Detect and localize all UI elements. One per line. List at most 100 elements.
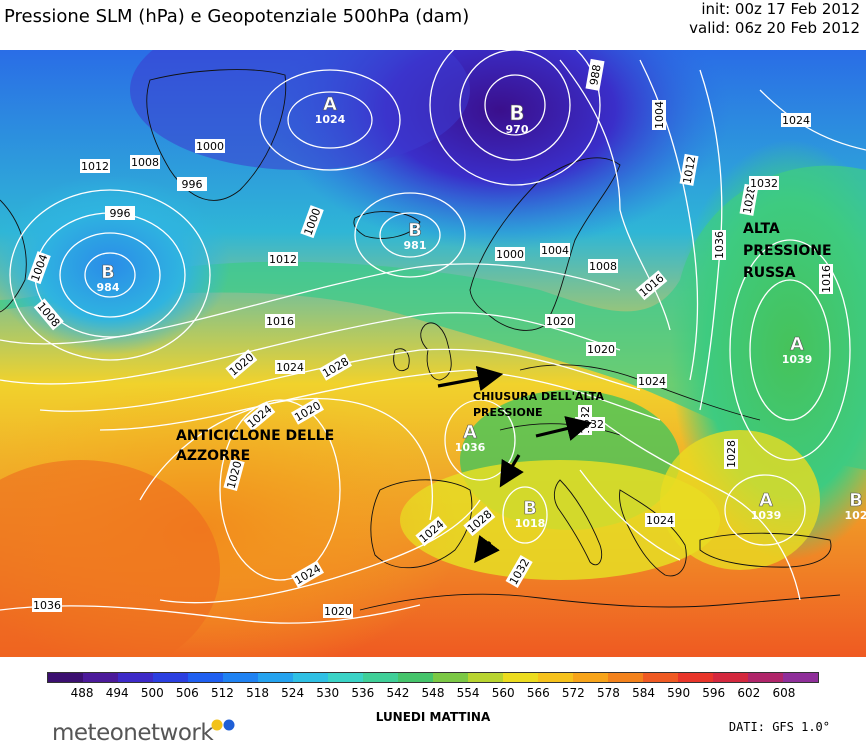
isobar-label-text: 1012 <box>269 253 297 266</box>
annotation-russia-line1: ALTA <box>743 221 780 237</box>
isobar-label: 1004 <box>540 243 570 257</box>
isobar-label-text: 1008 <box>131 156 159 169</box>
pressure-center-value: 970 <box>506 123 529 136</box>
isobar-label: 1024 <box>637 374 667 388</box>
scale-tick-label: 536 <box>351 686 375 700</box>
isobar-label-text: 1004 <box>541 244 569 257</box>
isobar-label-text: 1020 <box>587 343 615 356</box>
annotation-russia: ALTA PRESSIONE RUSSA <box>743 221 836 281</box>
isobar-label-text: 1008 <box>589 260 617 273</box>
isobar-label-text: 1024 <box>782 114 810 127</box>
pressure-center-value: 1039 <box>751 509 782 522</box>
weather-map-svg: 1012 1008 1000 996 996 1000 1004 1008 1012 1016 10… <box>0 0 866 680</box>
isobar-label: 1028 <box>724 439 738 469</box>
scale-tick-label: 584 <box>632 686 655 700</box>
pressure-center-letter: A <box>790 334 804 355</box>
scale-tick-label: 602 <box>737 686 761 700</box>
isobar-label-text: 996 <box>110 207 131 220</box>
isobar-label: 1036 <box>32 598 62 612</box>
annotation-russia-line2: PRESSIONE <box>743 243 832 259</box>
isobar-label: 1020 <box>586 342 616 356</box>
scale-cell <box>83 673 118 682</box>
isobar-label: 1020 <box>323 604 353 618</box>
isobar-label: 1024 <box>275 360 305 374</box>
scale-tick-label: 512 <box>211 686 234 700</box>
annotation-azores-line1: ANTICICLONE DELLE <box>176 428 334 444</box>
isobar-label-text: 1024 <box>646 514 674 527</box>
isobar-label-text: 1016 <box>820 265 833 293</box>
isobar-label-text: 1036 <box>713 231 726 259</box>
scale-cell <box>503 673 538 682</box>
weather-map: 1012 1008 1000 996 996 1000 1004 1008 1012 1016 10… <box>0 0 866 680</box>
scale-cell <box>363 673 398 682</box>
isobar-label-text: 1020 <box>324 605 352 618</box>
isobar-label-text: 1028 <box>725 440 738 468</box>
pressure-center-letter: A <box>463 422 477 443</box>
data-source: DATI: GFS 1.0° <box>728 720 830 734</box>
scale-tick-label: 530 <box>316 686 340 700</box>
scale-cell <box>118 673 153 682</box>
annotation-closure: CHIUSURA DELL'ALTA PRESSIONE <box>473 390 608 419</box>
scale-cell <box>748 673 783 682</box>
scale-tick-label: 560 <box>491 686 515 700</box>
pressure-center-letter: B <box>408 220 422 241</box>
scale-cell <box>293 673 328 682</box>
pressure-center-letter: A <box>759 490 773 511</box>
color-scale <box>47 672 819 683</box>
isobar-label-text: 1036 <box>33 599 61 612</box>
scale-tick-label: 494 <box>105 686 129 700</box>
scale-cell <box>188 673 223 682</box>
isobar-label: 996 <box>177 177 207 191</box>
arrow-east <box>437 365 504 392</box>
isobar-label: 1012 <box>268 252 298 266</box>
scale-tick-label: 578 <box>597 686 620 700</box>
scale-cell <box>678 673 713 682</box>
isobar-label-text: 1000 <box>496 248 524 261</box>
pressure-center-value: 102 <box>845 509 866 522</box>
isobar-label-text: 1000 <box>196 140 224 153</box>
scale-cell <box>153 673 188 682</box>
isobar-label-text: 1032 <box>750 177 778 190</box>
scale-cell <box>468 673 503 682</box>
pressure-center-value: 1036 <box>455 441 486 454</box>
isobar-label: 1000 <box>495 247 525 261</box>
isobar-label-text: 1004 <box>653 101 666 129</box>
pressure-center-letter: B <box>101 262 115 283</box>
scale-tick-label: 596 <box>702 686 726 700</box>
isobar-label: 988 <box>585 58 605 91</box>
isobar-label: 1012 <box>679 153 699 186</box>
isobar-label-text: 996 <box>182 178 203 191</box>
pressure-center-value: 1039 <box>782 353 813 366</box>
scale-tick-label: 566 <box>526 686 550 700</box>
isobar-label: 1008 <box>588 259 618 273</box>
pressure-center-letter: B <box>509 101 524 125</box>
isobar-label: 1008 <box>130 155 160 169</box>
pressure-center-letter: A <box>323 94 337 115</box>
arrow-southwest-2 <box>474 534 500 564</box>
scale-tick-label: 524 <box>281 686 305 700</box>
scale-cell <box>783 673 818 682</box>
scale-cell <box>48 673 83 682</box>
isobar-label: 1016 <box>265 314 295 328</box>
isobar-label: 1000 <box>195 139 225 153</box>
scale-cell <box>643 673 678 682</box>
isobar-label: 996 <box>105 206 135 220</box>
scale-cell <box>398 673 433 682</box>
valid-time: valid: 06z 20 Feb 2012 <box>689 19 860 37</box>
isobar-label: 1024 <box>645 513 675 527</box>
scale-tick-label: 542 <box>386 686 410 700</box>
chart-title: Pressione SLM (hPa) e Geopotenziale 500h… <box>4 6 470 27</box>
isobar-label-text: 1028 <box>741 185 759 215</box>
init-time: init: 00z 17 Feb 2012 <box>701 0 860 18</box>
pressure-center-value: 984 <box>97 281 120 294</box>
isobar-label-text: 1024 <box>638 375 666 388</box>
isobar-label: 1032 <box>749 176 779 190</box>
